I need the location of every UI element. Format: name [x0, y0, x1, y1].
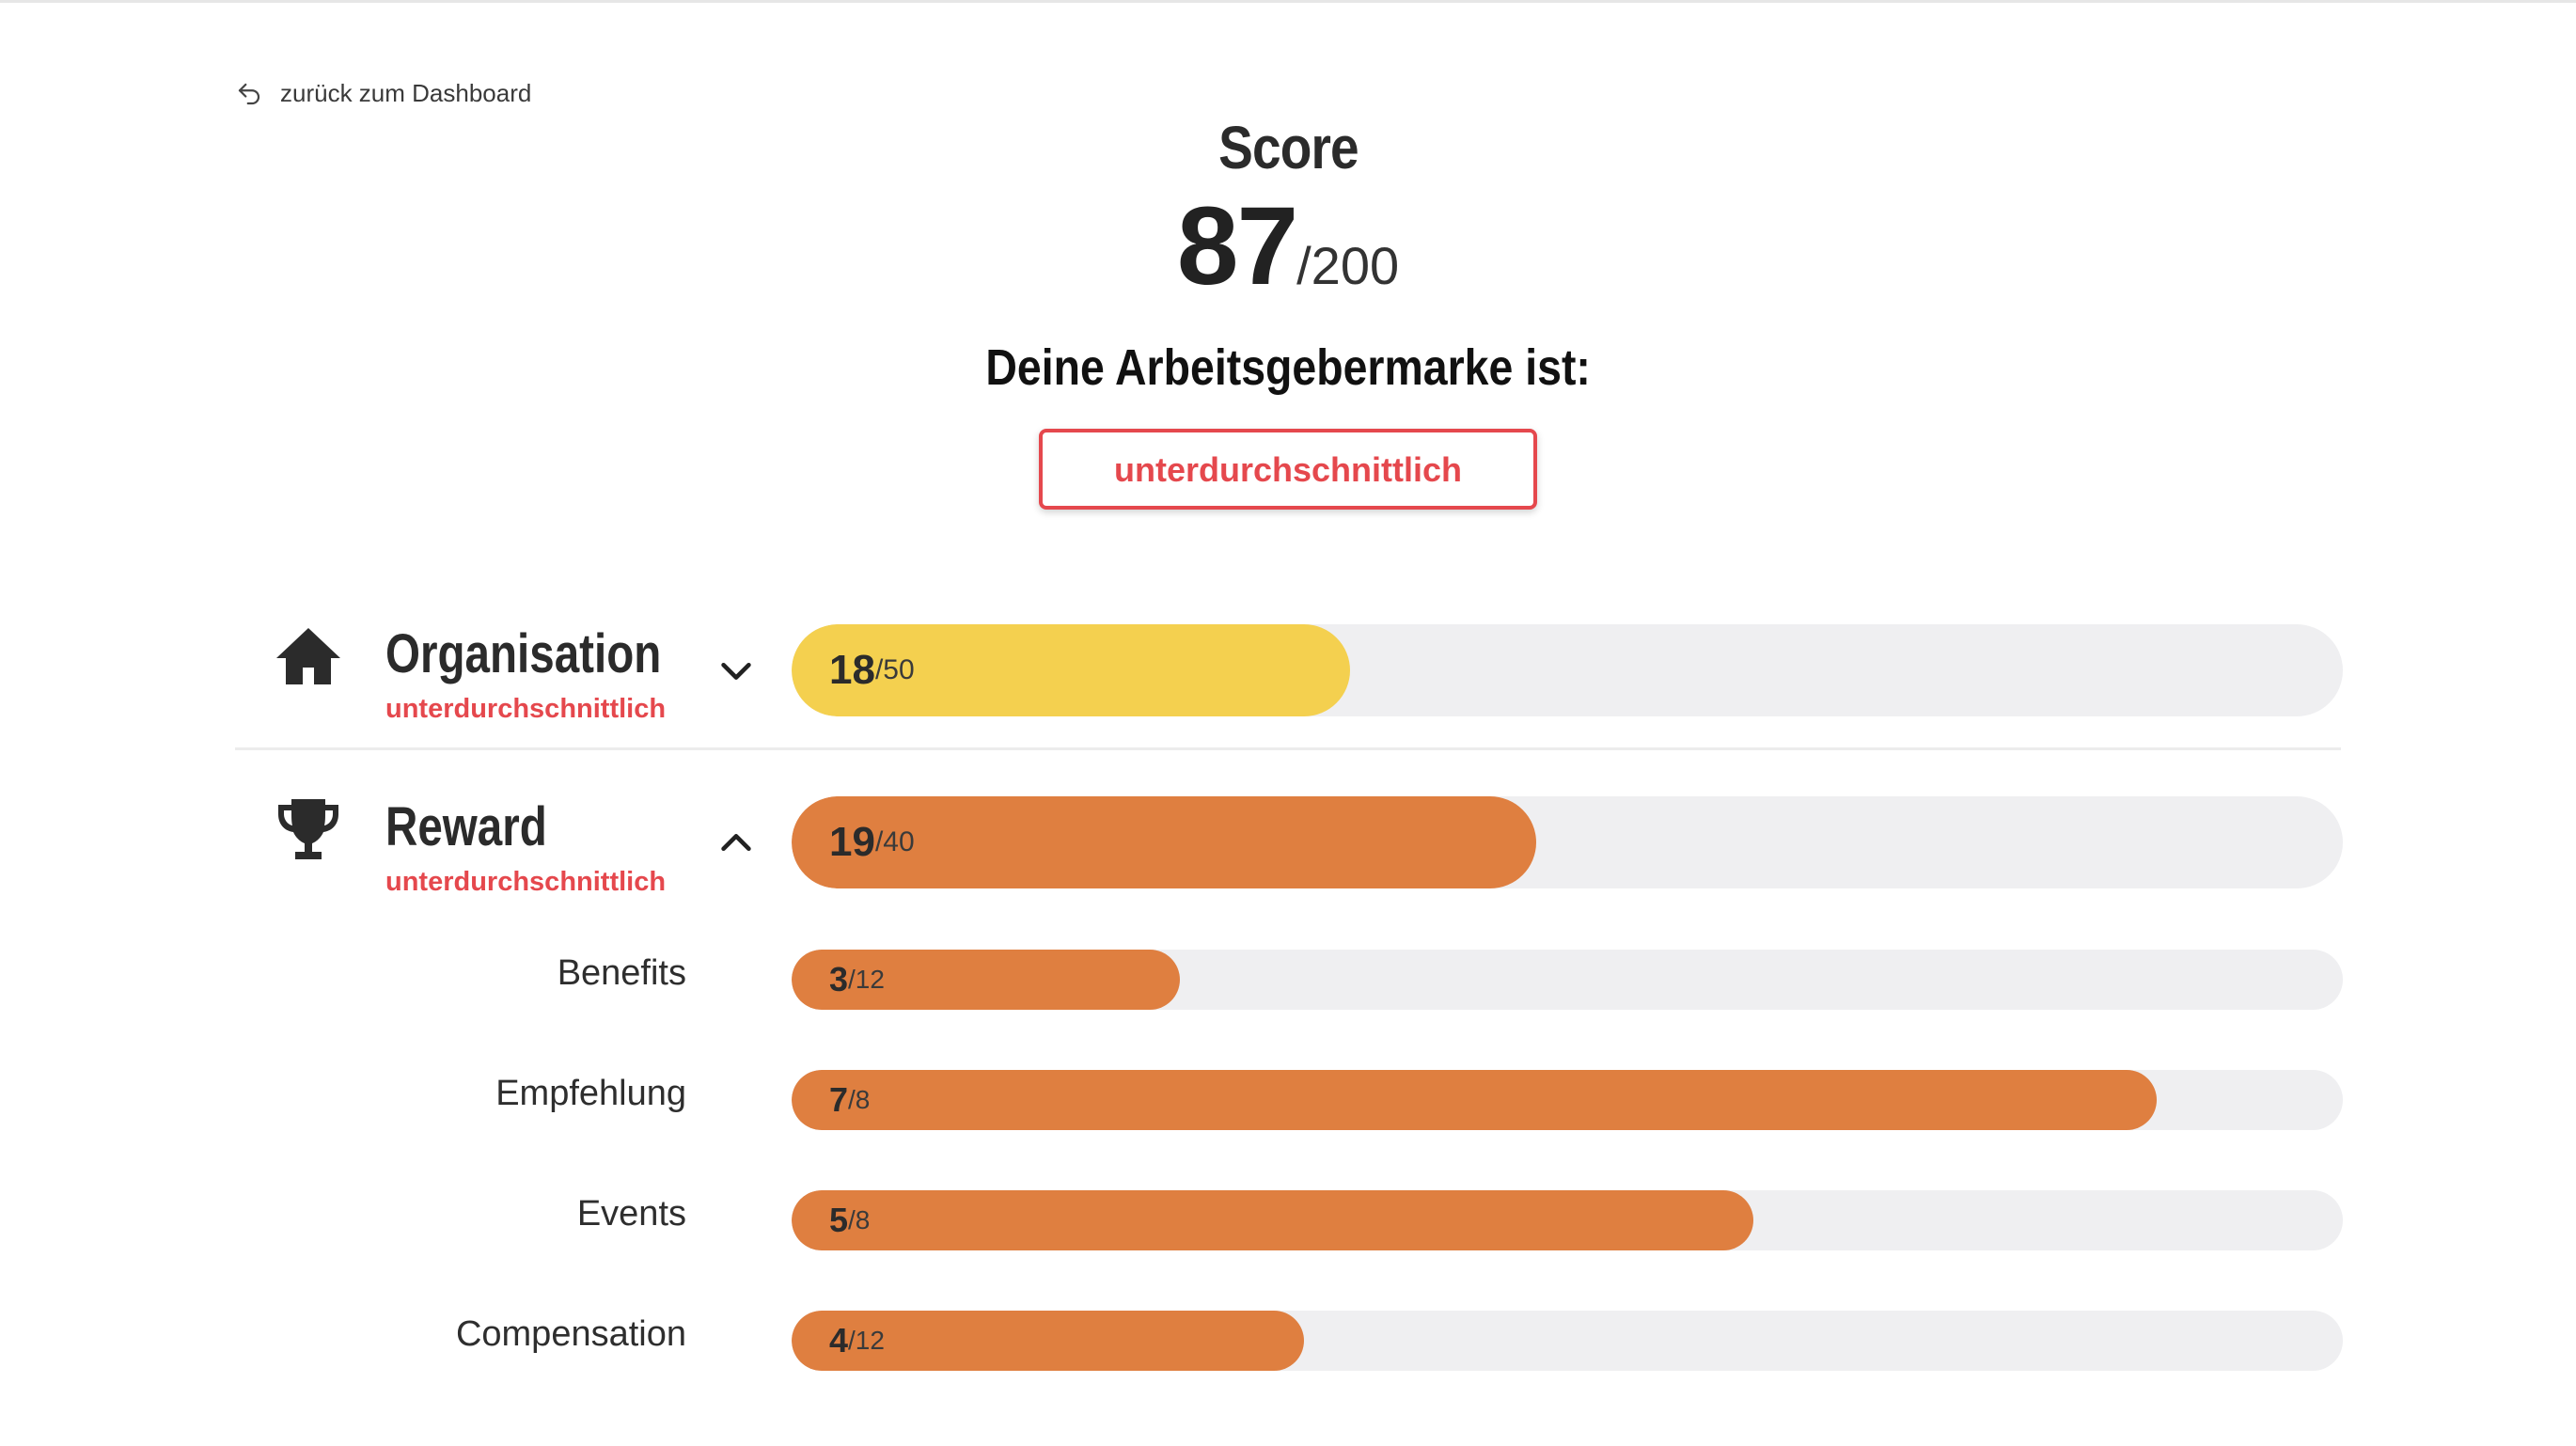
bar-score: 4: [829, 1321, 849, 1360]
bar-label: 7/8: [829, 1070, 870, 1130]
score-header: Score 87 /200 Deine Arbeitsgebermarke is…: [0, 113, 2576, 510]
bar-max: /8: [848, 1085, 871, 1114]
back-link-label: zurück zum Dashboard: [280, 79, 532, 107]
bar-fill: [792, 796, 1536, 888]
subcategory-label-empfehlung: Empfehlung: [495, 1074, 686, 1113]
bar-max: /12: [848, 1326, 885, 1355]
category-name: Organisation: [385, 623, 662, 684]
score-value: 87: [1176, 184, 1298, 308]
benefits-score-bar: 3/12: [792, 950, 2343, 1010]
brand-label: Deine Arbeitsgebermarke ist:: [985, 339, 1591, 396]
category-name: Reward: [385, 796, 547, 857]
total-score: 87 /200: [0, 182, 2576, 308]
bar-max: /12: [848, 965, 885, 994]
reward-score-bar: 19/40: [792, 796, 2343, 888]
bar-fill: [792, 624, 1350, 716]
category-reward: Reward unterdurchschnittlich: [235, 794, 2341, 897]
compensation-score-bar: 4/12: [792, 1311, 2343, 1371]
back-to-dashboard-link[interactable]: zurück zum Dashboard: [235, 79, 531, 108]
bar-label: 19/40: [829, 796, 915, 888]
category-divider: [235, 747, 2341, 750]
bar-max: /8: [848, 1205, 871, 1234]
bar-fill: [792, 1190, 1753, 1250]
score-max: /200: [1296, 236, 1400, 295]
empfehlung-score-bar: 7/8: [792, 1070, 2343, 1130]
category-status: unterdurchschnittlich: [385, 867, 667, 897]
bar-label: 3/12: [829, 950, 885, 1010]
bar-score: 19: [829, 819, 875, 865]
bar-score: 7: [829, 1080, 849, 1119]
score-title: Score: [1217, 114, 1359, 181]
bar-fill: [792, 1311, 1304, 1371]
subcategory-label-compensation: Compensation: [455, 1314, 686, 1354]
bar-max: /40: [874, 826, 915, 857]
trophy-icon: [278, 799, 338, 859]
house-icon: [276, 628, 340, 684]
organisation-score-bar: 18/50: [792, 624, 2343, 716]
bar-label: 5/8: [829, 1190, 870, 1250]
subcategory-label-benefits: Benefits: [557, 953, 686, 993]
subcategory-label-events: Events: [576, 1194, 686, 1234]
category-status: unterdurchschnittlich: [385, 694, 667, 724]
back-arrow-icon: [238, 83, 260, 104]
bar-score: 5: [829, 1201, 849, 1239]
bar-score: 3: [829, 960, 849, 998]
rating-badge: unterdurchschnittlich: [1039, 429, 1537, 510]
chevron-up-icon[interactable]: [715, 822, 758, 865]
chevron-down-icon[interactable]: [715, 649, 758, 692]
bar-fill: [792, 950, 1180, 1010]
bar-score: 18: [829, 647, 875, 693]
top-border: [0, 0, 2576, 3]
events-score-bar: 5/8: [792, 1190, 2343, 1250]
bar-label: 4/12: [829, 1311, 885, 1371]
bar-max: /50: [874, 654, 915, 685]
bar-label: 18/50: [829, 624, 915, 716]
bar-fill: [792, 1070, 2157, 1130]
category-organisation: Organisation unterdurchschnittlich: [235, 621, 2341, 724]
